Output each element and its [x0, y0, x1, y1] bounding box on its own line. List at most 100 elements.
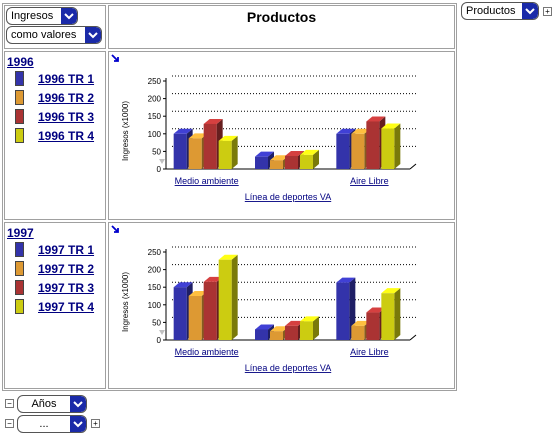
legend-label[interactable]: 1996 TR 1	[38, 71, 95, 86]
bar-side	[231, 254, 238, 340]
row-dimension2-dropdown[interactable]: ...	[17, 415, 87, 433]
bar	[255, 329, 268, 340]
y-tick-label: 100	[148, 301, 162, 310]
display-mode-label: como valores	[11, 29, 77, 41]
bar-top	[218, 254, 238, 260]
measure-dropdown[interactable]: Ingresos	[6, 7, 78, 25]
legend-item[interactable]: 1996 TR 1	[15, 71, 94, 86]
year-link-1996[interactable]: 1996	[7, 55, 34, 69]
measure-dropdown-label: Ingresos	[11, 10, 54, 22]
legend-item[interactable]: 1996 TR 3	[15, 109, 94, 124]
legend-item[interactable]: 1997 TR 3	[15, 280, 94, 295]
bar-side	[231, 135, 238, 169]
add-row-dimension-button[interactable]: +	[91, 419, 100, 428]
bar-top	[351, 320, 371, 326]
legend-label[interactable]: 1996 TR 2	[38, 90, 95, 105]
add-column-dimension-button[interactable]: +	[543, 7, 552, 16]
legend-label[interactable]: 1996 TR 4	[38, 128, 95, 143]
y-tick-label: 0	[157, 336, 162, 345]
legend-swatch-q3	[15, 280, 24, 295]
bar	[188, 296, 202, 340]
drill-arrow-icon[interactable]	[111, 54, 120, 63]
y-axis-label: Ingresos (x1000)	[121, 272, 130, 332]
bar	[255, 156, 268, 169]
column-dimension-label: Productos	[466, 5, 516, 17]
bar	[188, 138, 202, 169]
bar	[366, 312, 380, 340]
bar-top	[173, 282, 193, 288]
y-tick-label: 250	[148, 248, 162, 257]
bar-top	[270, 155, 289, 161]
bar	[285, 155, 298, 169]
column-dimension-dropdown[interactable]: Productos	[461, 2, 539, 20]
legend-label[interactable]: 1997 TR 4	[38, 299, 95, 314]
bar	[351, 325, 365, 340]
legend-label[interactable]: 1997 TR 3	[38, 280, 95, 295]
bar-top	[381, 123, 401, 129]
bar-top	[285, 320, 304, 326]
x-axis-depth	[409, 334, 417, 341]
pivot-area	[2, 3, 457, 391]
chevron-down-icon[interactable]	[522, 3, 538, 19]
bar-top	[218, 135, 238, 141]
bar	[381, 128, 395, 169]
bar	[203, 281, 217, 340]
x-tick-label: Aire Libre	[350, 176, 389, 186]
y-tick-label: 50	[152, 318, 161, 327]
chart-cell-1996	[108, 51, 455, 220]
bar-top	[255, 324, 274, 330]
legend-item[interactable]: 1997 TR 1	[15, 242, 94, 257]
chart-cell-1997	[108, 222, 455, 389]
legend-swatch-q1	[15, 71, 24, 86]
corner-cell	[4, 5, 106, 49]
row-dimension2-label: ...	[39, 418, 49, 430]
legend-item[interactable]: 1996 TR 4	[15, 128, 94, 143]
bar	[173, 133, 187, 169]
y-tick-label: 200	[148, 266, 162, 275]
bar	[300, 154, 313, 169]
y-tick-label: 100	[148, 130, 162, 139]
bar-top	[300, 316, 319, 322]
bar	[203, 123, 217, 169]
bar-side	[394, 123, 401, 169]
bar-top	[336, 277, 356, 283]
legend-item[interactable]: 1997 TR 2	[15, 261, 94, 276]
year-link-1997[interactable]: 1997	[7, 226, 34, 240]
row-header-cell-1996	[4, 51, 106, 220]
bar-side	[313, 316, 319, 340]
chevron-down-icon[interactable]	[85, 27, 101, 43]
bar-top	[381, 288, 401, 294]
bar	[336, 133, 350, 169]
row-header-cell-1997	[4, 222, 106, 389]
bar-chart-1996: Ingresos (x1000) 0 50 100 150 200 250 Medio amb…	[121, 75, 417, 202]
y-tick-label: 150	[148, 112, 162, 121]
chevron-down-icon[interactable]	[70, 416, 86, 432]
bar	[381, 293, 395, 340]
x-axis-depth	[409, 163, 417, 170]
bar-side	[313, 149, 319, 169]
legend-label[interactable]: 1996 TR 3	[38, 109, 95, 124]
legend-label[interactable]: 1997 TR 2	[38, 261, 95, 276]
row-dimension-label: Años	[31, 398, 57, 410]
row-dimension-dropdown[interactable]: Años	[17, 395, 87, 413]
legend-label[interactable]: 1997 TR 1	[38, 242, 95, 257]
chevron-down-icon[interactable]	[70, 396, 86, 412]
collapse-row-dimension2-button[interactable]: −	[5, 419, 14, 428]
bar	[270, 160, 283, 169]
display-mode-dropdown[interactable]: como valores	[6, 26, 102, 44]
collapse-row-dimension-button[interactable]: −	[5, 399, 14, 408]
x-tick-label: Aire Libre	[350, 347, 389, 357]
bar	[336, 282, 350, 340]
bar-top	[255, 151, 274, 157]
legend-item[interactable]: 1996 TR 2	[15, 90, 94, 105]
bar	[270, 331, 283, 340]
bar-top	[300, 149, 319, 155]
bar-top	[188, 133, 208, 139]
bar	[351, 133, 365, 169]
bar-top	[351, 128, 371, 134]
bar	[218, 140, 232, 169]
bar-top	[285, 150, 304, 156]
legend-item[interactable]: 1997 TR 4	[15, 299, 94, 314]
drill-arrow-icon[interactable]	[111, 225, 120, 234]
chevron-down-icon[interactable]	[61, 8, 77, 24]
